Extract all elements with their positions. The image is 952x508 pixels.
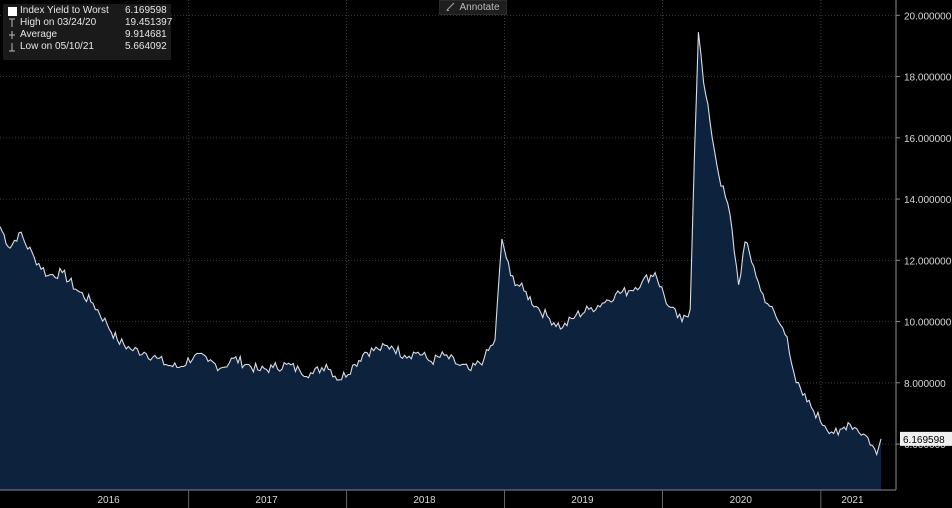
legend-label: High on 03/24/20 xyxy=(20,17,97,28)
x-tick-label: 2020 xyxy=(730,495,753,506)
annotate-label: Annotate xyxy=(459,2,500,13)
legend-row-yield[interactable]: Index Yield to Worst 6.169598 xyxy=(3,5,171,17)
y-axis: 6.0000008.00000010.00000012.00000014.000… xyxy=(895,0,952,490)
chart-legend: Index Yield to Worst 6.169598 High on 03… xyxy=(3,4,173,60)
x-tick-label: 2016 xyxy=(97,495,120,506)
series-line xyxy=(0,32,882,457)
x-tick-label: 2021 xyxy=(841,495,864,506)
series-line-path xyxy=(0,32,882,457)
y-tick-label: 10.000000 xyxy=(904,318,952,329)
x-tick-label: 2017 xyxy=(255,495,278,506)
legend-row-average[interactable]: Average 9.914681 xyxy=(3,29,171,41)
legend-label: Average xyxy=(20,29,58,40)
y-tick-label: 8.000000 xyxy=(904,379,946,390)
low-marker-icon xyxy=(6,42,18,52)
high-marker-icon xyxy=(6,18,18,28)
legend-value: 6.169598 xyxy=(125,5,167,16)
average-marker-icon xyxy=(6,30,18,40)
legend-value: 19.451397 xyxy=(125,17,173,28)
y-tick-label: 16.000000 xyxy=(904,134,952,145)
legend-row-high[interactable]: High on 03/24/20 19.451397 xyxy=(3,17,173,29)
last-value-label: 6.169598 xyxy=(903,435,945,446)
y-tick-label: 14.000000 xyxy=(904,195,952,206)
pencil-icon xyxy=(446,2,455,14)
series-area-fill xyxy=(0,32,881,490)
x-axis: 2016 2017 2018 2019 2020 2021 xyxy=(0,489,896,508)
last-value-box xyxy=(900,431,952,446)
x-tick-label: 2018 xyxy=(413,495,436,506)
x-tick-label: 2019 xyxy=(571,495,594,506)
series-area xyxy=(0,32,881,490)
annotate-button[interactable]: Annotate xyxy=(439,0,507,15)
y-tick-label: 12.000000 xyxy=(904,256,952,267)
white-square-icon xyxy=(6,6,18,16)
legend-row-low[interactable]: Low on 05/10/21 5.664092 xyxy=(3,41,171,53)
last-value-tag: 6.169598 xyxy=(900,431,952,446)
legend-value: 5.664092 xyxy=(125,41,167,52)
y-tick-label: 18.000000 xyxy=(904,73,952,84)
legend-value: 9.914681 xyxy=(125,29,167,40)
legend-label: Low on 05/10/21 xyxy=(20,41,94,52)
y-tick-label: 20.000000 xyxy=(904,11,952,22)
legend-label: Index Yield to Worst xyxy=(20,5,109,16)
